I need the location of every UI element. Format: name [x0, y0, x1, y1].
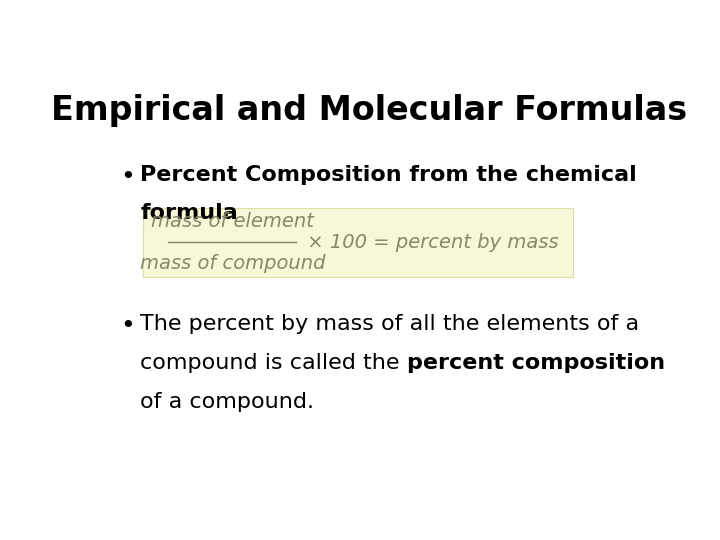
Text: formula: formula: [140, 203, 238, 223]
Text: •: •: [121, 314, 135, 338]
Text: Empirical and Molecular Formulas: Empirical and Molecular Formulas: [51, 94, 687, 127]
Text: mass of element: mass of element: [151, 212, 314, 231]
Text: Percent Composition from the chemical: Percent Composition from the chemical: [140, 165, 637, 185]
Text: percent composition: percent composition: [407, 353, 665, 373]
FancyBboxPatch shape: [143, 208, 572, 277]
Text: × 100 = percent by mass: × 100 = percent by mass: [301, 233, 559, 252]
Text: •: •: [121, 165, 135, 188]
Text: of a compound.: of a compound.: [140, 392, 314, 411]
Text: compound is called the: compound is called the: [140, 353, 407, 373]
Text: mass of compound: mass of compound: [140, 254, 325, 273]
Text: The percent by mass of all the elements of a: The percent by mass of all the elements …: [140, 314, 639, 334]
